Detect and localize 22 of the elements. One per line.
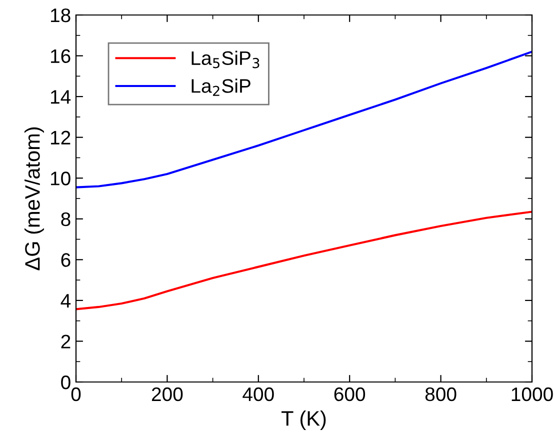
x-tick-label: 400 <box>242 387 274 402</box>
x-axis-title: T (K) <box>282 410 326 430</box>
x-tick-label: 0 <box>71 387 81 402</box>
x-tick-label: 800 <box>425 387 456 402</box>
y-tick-label: 8 <box>61 212 70 226</box>
line-series <box>76 210 532 310</box>
y-tick-label: 6 <box>61 253 70 267</box>
y-tick-label: 2 <box>61 334 70 348</box>
y-tick-label: 18 <box>50 8 70 22</box>
legend-label: La$_{5}$SiP$_{3}$ <box>192 50 260 68</box>
y-axis-title: ΔG (meV/atom) <box>24 127 44 270</box>
y-tick-label: 12 <box>50 130 70 144</box>
y-tick-label: 0 <box>61 375 70 390</box>
y-tick-label: 16 <box>50 49 70 64</box>
legend-label: La$_{2}$SiP <box>192 78 250 96</box>
x-tick-label: 200 <box>152 387 183 402</box>
x-tick-label: 1000 <box>512 387 553 402</box>
x-tick-label: 600 <box>334 387 366 402</box>
y-tick-label: 14 <box>50 90 71 104</box>
y-tick-label: 10 <box>50 172 70 186</box>
line-series <box>76 50 532 188</box>
y-tick-label: 4 <box>60 294 71 308</box>
